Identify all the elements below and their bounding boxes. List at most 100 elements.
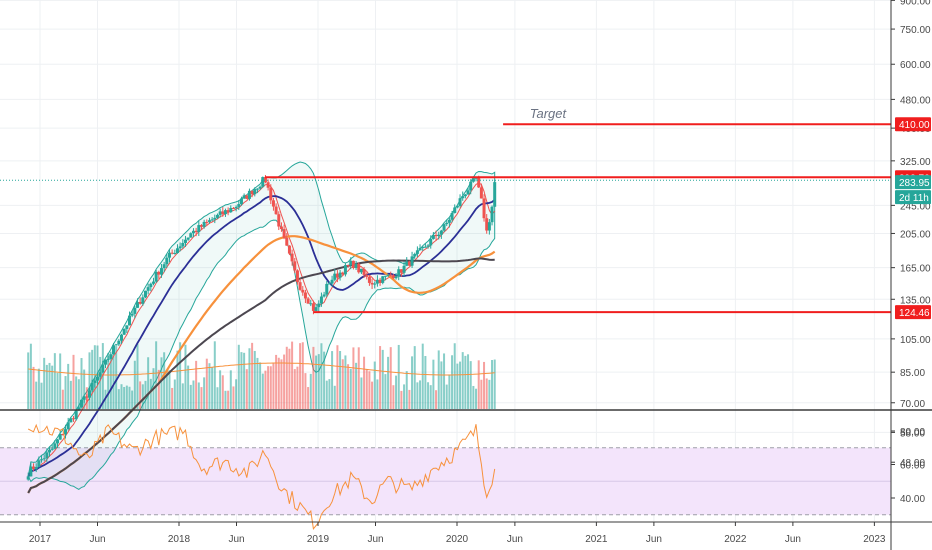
- candle-body: [279, 226, 283, 230]
- price-tag: [895, 190, 931, 205]
- volume-bar: [237, 344, 240, 409]
- price-tick-label: 48.00: [900, 458, 925, 469]
- price-tick-label: 245.00: [900, 201, 931, 212]
- volume-bar: [251, 342, 254, 409]
- volume-bar: [312, 346, 315, 409]
- volume-bar: [80, 358, 83, 409]
- candle-body: [394, 276, 398, 279]
- candle-body: [234, 206, 238, 209]
- volume-bar: [61, 389, 64, 409]
- volume-bar: [464, 355, 467, 409]
- volume-bar: [459, 361, 462, 409]
- volume-bar: [416, 382, 419, 409]
- volume-bar: [141, 384, 144, 409]
- volume-bar: [125, 385, 128, 409]
- ma-50-line: [27, 195, 496, 477]
- volume-average-line: [28, 362, 495, 376]
- candle-body: [383, 275, 387, 277]
- volume-bar: [77, 379, 80, 409]
- candle-body: [32, 466, 36, 469]
- candle-body: [381, 276, 385, 283]
- volume-bar: [253, 350, 256, 409]
- candle-body: [263, 177, 267, 183]
- volume-bar: [203, 377, 206, 409]
- volume-bars: [27, 341, 496, 409]
- volume-bar: [219, 370, 222, 409]
- volume-bar: [43, 357, 46, 409]
- candle-body: [66, 422, 70, 430]
- volume-bar: [109, 360, 112, 409]
- volume-bar: [296, 366, 299, 409]
- volume-bar: [288, 348, 291, 409]
- candle-body: [365, 274, 369, 277]
- candle-body: [205, 221, 209, 223]
- volume-bar: [267, 366, 270, 409]
- candle-body: [64, 429, 68, 435]
- volume-bar: [224, 390, 227, 409]
- volume-bar: [181, 383, 184, 409]
- volume-bar: [69, 380, 72, 409]
- price-tick-label: 105.00: [900, 335, 931, 346]
- candle-body: [58, 434, 62, 440]
- candle-body: [317, 303, 321, 308]
- volume-bar: [307, 387, 310, 409]
- candle-body: [170, 252, 174, 254]
- volume-bar: [379, 346, 382, 409]
- candle-body: [477, 177, 481, 188]
- volume-bar: [240, 352, 243, 409]
- candle-body: [114, 344, 118, 346]
- volume-bar: [325, 380, 328, 409]
- volume-bar: [187, 365, 190, 409]
- volume-bar: [235, 379, 238, 409]
- candle-body: [423, 246, 427, 248]
- price-tick-label: 900.00: [900, 0, 931, 7]
- candle-body: [135, 301, 139, 308]
- candle-body: [439, 230, 443, 235]
- volume-bar: [275, 354, 278, 409]
- candle-body: [162, 264, 166, 269]
- volume-bar: [475, 388, 478, 409]
- volume-bar: [173, 379, 176, 409]
- volume-bar: [179, 342, 182, 409]
- candle-body: [202, 221, 206, 227]
- volume-bar: [243, 352, 246, 409]
- price-tick-label: 165.00: [900, 264, 931, 275]
- candle-body: [197, 225, 201, 233]
- volume-bar: [32, 366, 35, 409]
- ma-long-line: [27, 257, 495, 494]
- volume-bar: [419, 380, 422, 409]
- candle-body: [431, 234, 435, 239]
- candle-body: [455, 205, 459, 208]
- candle-body: [490, 206, 494, 223]
- candle-body: [40, 459, 44, 461]
- volume-bar: [221, 375, 224, 409]
- volume-bar: [48, 362, 51, 409]
- candle-body: [56, 439, 60, 444]
- candle-body: [229, 207, 233, 213]
- volume-bar: [168, 370, 171, 409]
- volume-bar: [157, 369, 160, 409]
- candle-body: [69, 418, 73, 423]
- candle-body: [183, 239, 187, 243]
- volume-bar: [381, 349, 384, 409]
- volume-bar: [400, 390, 403, 409]
- volume-bar: [171, 387, 174, 409]
- candle-body: [85, 396, 89, 398]
- time-tick-label: 2017: [29, 534, 52, 545]
- volume-bar: [357, 347, 360, 409]
- candle-body: [181, 242, 185, 247]
- price-tick-label: 135.00: [900, 295, 931, 306]
- volume-bar: [53, 353, 56, 409]
- time-tick-label: Jun: [89, 534, 105, 545]
- candle-body: [487, 222, 491, 231]
- price-tag: [895, 117, 931, 132]
- volume-bar: [443, 353, 446, 409]
- time-tick-label: 2023: [863, 534, 886, 545]
- candles: [26, 175, 497, 481]
- price-tick-label: 85.00: [900, 368, 925, 379]
- rsi-tick-label: 80.00: [900, 427, 925, 438]
- candle-body: [391, 275, 395, 279]
- candle-body: [413, 253, 417, 257]
- candle-body: [253, 189, 257, 195]
